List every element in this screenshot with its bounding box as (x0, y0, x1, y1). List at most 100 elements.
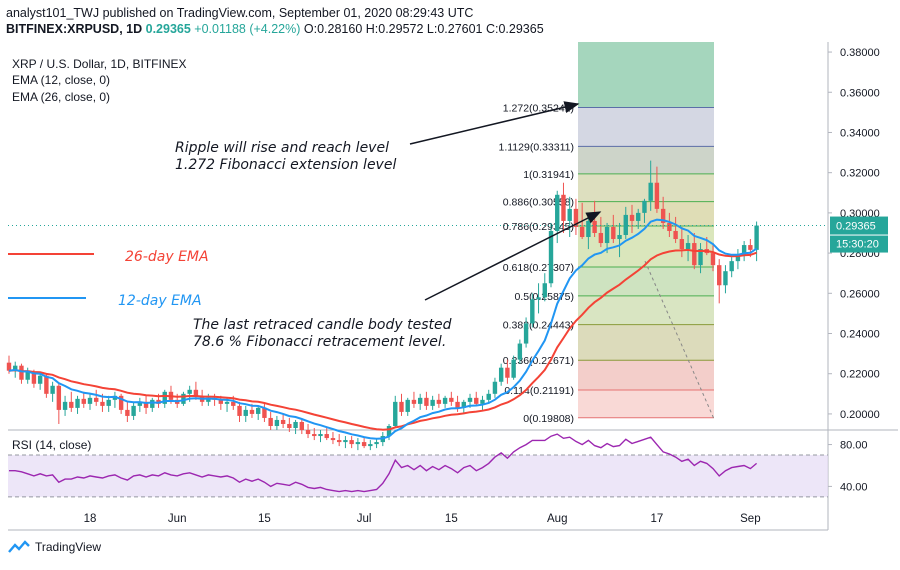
candle-body (523, 323, 529, 344)
candle-body (312, 434, 317, 437)
candle-body (667, 222, 672, 231)
price-tick-label: 0.36000 (840, 87, 880, 99)
fib-level-label: 1.1129(0.33311) (498, 141, 574, 153)
candle-body (424, 397, 429, 406)
candle-body (654, 182, 660, 209)
fib-level-label: 0.382(0.24443) (503, 320, 574, 332)
candle-body (492, 381, 498, 394)
candle-body (598, 232, 604, 244)
candle-body (125, 409, 130, 416)
candle-body (218, 399, 224, 404)
candle-body (729, 261, 734, 272)
legend-ema12: EMA (12, close, 0) (12, 73, 110, 87)
tradingview-logo-icon (8, 540, 30, 553)
candle-body (299, 421, 305, 431)
chart-header: analyst101_TWJ published on TradingView.… (6, 5, 544, 37)
candle-body (56, 385, 62, 410)
candle-body (486, 393, 491, 400)
ohlc-values: O:0.28160 H:0.29572 L:0.27601 C:0.29365 (303, 22, 544, 36)
candle-body (280, 419, 286, 424)
candle-body (293, 421, 298, 428)
candle-body (349, 440, 354, 445)
candle-body (648, 182, 653, 201)
candle-body (748, 245, 753, 250)
candle-body (692, 243, 697, 266)
candle-body (536, 297, 541, 300)
candle-body (249, 409, 255, 414)
candle-body (710, 253, 716, 266)
candle-body (430, 399, 435, 406)
price-tick-label: 0.38000 (840, 47, 880, 59)
candle-body (262, 407, 267, 418)
countdown-badge (830, 235, 888, 253)
candle-body (330, 438, 336, 441)
rsi-tick-label: 80.00 (840, 440, 868, 452)
candle-body (498, 367, 504, 382)
fib-zone-band (578, 146, 714, 174)
candle-body (505, 367, 510, 378)
candle-body (69, 401, 74, 408)
candle-body (62, 401, 68, 410)
time-tick-label: 17 (651, 513, 664, 525)
candle-body (355, 442, 361, 445)
ema26-line (8, 248, 757, 431)
legend-title: XRP / U.S. Dollar, 1D, BITFINEX (12, 57, 187, 71)
candle-body (243, 409, 248, 416)
candle-body (181, 393, 186, 404)
candle-body (343, 440, 348, 443)
candle-body (206, 397, 211, 402)
candle-body (555, 194, 560, 231)
last-price-badge (830, 216, 888, 235)
candle-body (573, 208, 579, 227)
fib-level-label: 1.272(0.35241) (503, 103, 574, 115)
fib-zone-band (578, 295, 714, 325)
candle-body (231, 401, 236, 406)
candle-body (405, 399, 410, 412)
candle-body (629, 214, 635, 221)
fib-zone-band (578, 267, 714, 296)
ema12-annotation: 12-day EMA (118, 293, 202, 309)
target-zone (578, 42, 714, 108)
candle-body (81, 398, 86, 404)
candle-body (37, 375, 43, 384)
fib-zone-band (578, 324, 714, 361)
retrace-arrow (424, 211, 602, 301)
candle-body (467, 397, 473, 402)
rsi-band (8, 455, 828, 497)
symbol-line: BITFINEX:XRPUSD, 1D 0.29365 +0.01188 (+4… (6, 21, 544, 37)
last-price-text: 0.29365 (836, 221, 876, 233)
candle-body (87, 397, 93, 404)
rsi-line (9, 433, 758, 493)
candle-body (586, 220, 591, 238)
candle-body (336, 440, 342, 443)
candle-body (542, 283, 547, 298)
candle-body (100, 401, 105, 406)
candle-body (13, 365, 18, 371)
candle-body (442, 397, 448, 404)
candle-body (268, 417, 273, 426)
price-tick-label: 0.20000 (840, 409, 880, 421)
candle-body (548, 230, 554, 284)
candle-body (162, 391, 167, 404)
candle-body (530, 299, 535, 324)
candle-body (567, 208, 572, 221)
candle-body (411, 399, 417, 404)
candle-body (723, 271, 728, 286)
candle-body (44, 375, 49, 394)
candle-body (561, 194, 566, 221)
time-tick-label: 15 (258, 513, 271, 525)
rsi-legend: RSI (14, close) (12, 438, 91, 452)
candle-body (256, 407, 261, 414)
price-tick-label: 0.34000 (840, 127, 880, 139)
candle-body (449, 397, 454, 402)
candle-body (75, 398, 80, 408)
candle-body (436, 399, 442, 404)
candle-body (193, 389, 199, 396)
fib-level-label: 1(0.31941) (523, 169, 574, 181)
candle-body (698, 249, 703, 266)
candle-body (287, 423, 292, 428)
fib-zone-band (578, 360, 714, 390)
candle-body (617, 235, 622, 240)
price-tick-label: 0.32000 (840, 168, 880, 180)
